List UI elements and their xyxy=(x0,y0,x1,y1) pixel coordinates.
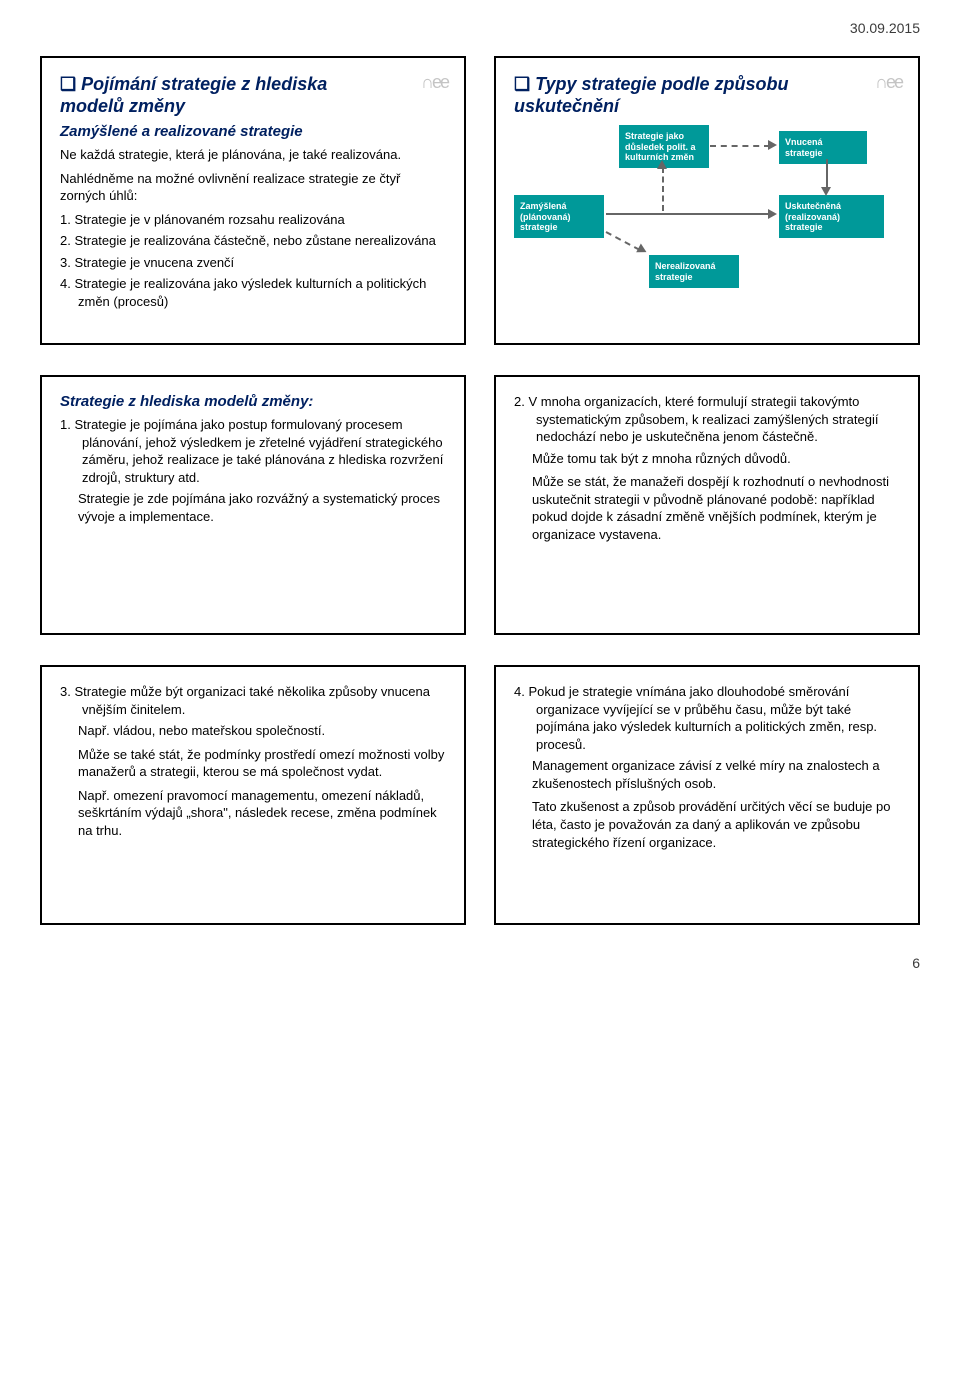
slide-5: 3. Strategie může být organizaci také ně… xyxy=(40,665,466,925)
slide1-intro2: Nahlédněme na možné ovlivnění realizace … xyxy=(60,170,446,205)
list-item: 3. Strategie může být organizaci také ně… xyxy=(60,683,446,718)
slide2-title: Typy strategie podle způsobu uskutečnění xyxy=(514,74,900,117)
strategy-diagram: Zamýšlená (plánovaná) strategie Strategi… xyxy=(514,125,900,325)
page-number: 6 xyxy=(40,955,920,971)
slide5-p1: Např. vládou, nebo mateřskou společností… xyxy=(60,722,446,740)
slide6-p1: Management organizace závisí z velké mír… xyxy=(514,757,900,792)
date-header: 30.09.2015 xyxy=(40,20,920,36)
slide5-p2: Může se také stát, že podmínky prostředí… xyxy=(60,746,446,781)
box-forced: Vnucená strategie xyxy=(779,131,867,164)
list-item: 3. Strategie je vnucena zvenčí xyxy=(60,254,446,272)
slide4-p1: Může tomu tak být z mnoha různých důvodů… xyxy=(514,450,900,468)
slide-6: 4. Pokud je strategie vnímána jako dlouh… xyxy=(494,665,920,925)
slide1-subtitle: Zamýšlené a realizované strategie xyxy=(60,123,446,140)
slide4-p2: Může se stát, že manažeři dospějí k rozh… xyxy=(514,473,900,543)
list-item: 2. V mnoha organizacích, které formulují… xyxy=(514,393,900,446)
slide3-p: Strategie je zde pojímána jako rozvážný … xyxy=(60,490,446,525)
slide-1: ∩ee Pojímání strategie z hlediska modelů… xyxy=(40,56,466,345)
slide-2: ∩ee Typy strategie podle způsobu uskuteč… xyxy=(494,56,920,345)
list-item: 1. Strategie je v plánovaném rozsahu rea… xyxy=(60,211,446,229)
list-item: 4. Pokud je strategie vnímána jako dlouh… xyxy=(514,683,900,753)
slide3-subtitle: Strategie z hlediska modelů změny: xyxy=(60,393,446,410)
list-item: 1. Strategie je pojímána jako postup for… xyxy=(60,416,446,486)
slide5-p3: Např. omezení pravomocí managementu, ome… xyxy=(60,787,446,840)
list-item: 2. Strategie je realizována částečně, ne… xyxy=(60,232,446,250)
slide1-intro1: Ne každá strategie, která je plánována, … xyxy=(60,146,446,164)
logo-icon: ∩ee xyxy=(421,72,448,93)
slide-4: 2. V mnoha organizacích, které formulují… xyxy=(494,375,920,635)
list-item: 4. Strategie je realizována jako výslede… xyxy=(60,275,446,310)
box-realized: Uskutečněná (realizovaná) strategie xyxy=(779,195,884,238)
logo-icon: ∩ee xyxy=(875,72,902,93)
slide1-title: Pojímání strategie z hlediska modelů změ… xyxy=(60,74,446,117)
box-planned: Zamýšlená (plánovaná) strategie xyxy=(514,195,604,238)
box-unrealized: Nerealizovaná strategie xyxy=(649,255,739,288)
slide6-p2: Tato zkušenost a způsob provádění určitý… xyxy=(514,798,900,851)
slide-3: Strategie z hlediska modelů změny: 1. St… xyxy=(40,375,466,635)
